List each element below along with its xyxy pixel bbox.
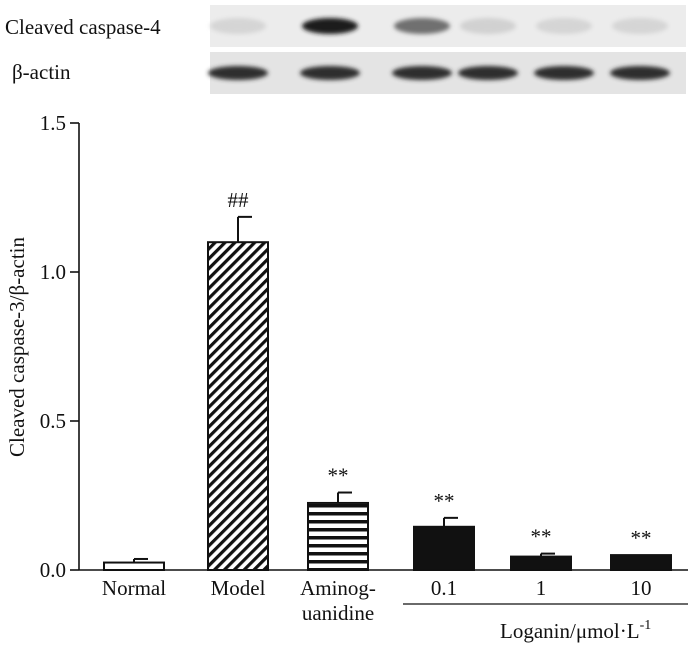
significance-mark: ** <box>328 464 349 488</box>
category-labels: Normal Model Aminog-uanidine 0.1 1 10 <box>102 576 652 625</box>
bar-model <box>207 241 269 571</box>
blot-band <box>208 66 268 80</box>
blot-band <box>302 18 358 34</box>
blot-band <box>536 18 592 34</box>
category-label: 10 <box>631 576 652 600</box>
blot-band <box>392 66 452 80</box>
category-label-line: 0.1 <box>431 576 457 600</box>
bars: ## ** ** ** ** <box>79 188 688 572</box>
blot-bands <box>208 18 670 80</box>
y-tick-label: 0.0 <box>40 558 66 582</box>
category-label-line: Model <box>211 576 266 600</box>
blot-row-label-actin: β-actin <box>12 60 71 84</box>
category-label-line: uanidine <box>302 601 374 625</box>
bar-0-1 <box>413 525 475 571</box>
category-label: Aminog-uanidine <box>300 576 376 625</box>
category-label-line: Aminog- <box>300 576 376 600</box>
bar-aminog-uanidine <box>307 501 369 572</box>
y-axis-ticks: 0.0 0.5 1.0 1.5 <box>40 111 79 582</box>
bar-10 <box>610 554 672 571</box>
blot-band <box>534 66 594 80</box>
group-label-text: Loganin/μmol·L <box>500 619 640 643</box>
category-label: 1 <box>536 576 547 600</box>
blot-band <box>458 66 518 80</box>
y-tick-label: 1.0 <box>40 260 66 284</box>
western-blot: Cleaved caspase-4 β-actin <box>5 5 686 94</box>
blot-band <box>460 18 516 34</box>
significance-mark: ** <box>531 525 552 549</box>
blot-band <box>612 18 668 34</box>
significance-mark: ** <box>631 526 652 550</box>
category-label-line: 1 <box>536 576 547 600</box>
y-tick-label: 1.5 <box>40 111 66 135</box>
y-tick-label: 0.5 <box>40 409 66 433</box>
group-label-superscript: -1 <box>640 618 652 633</box>
group-label: Loganin/μmol·L-1 <box>500 618 651 643</box>
bar-normal <box>103 561 165 571</box>
blot-band <box>610 66 670 80</box>
significance-mark: ** <box>434 489 455 513</box>
blot-row-label-caspase4: Cleaved caspase-4 <box>5 15 161 39</box>
y-axis-label: Cleaved caspase-3/β-actin <box>5 237 29 457</box>
category-label: Model <box>211 576 266 600</box>
bar-chart: 0.0 0.5 1.0 1.5 Cleaved caspase-3/β-actin #… <box>5 111 688 643</box>
blot-band <box>300 66 360 80</box>
category-label-line: 10 <box>631 576 652 600</box>
category-label: 0.1 <box>431 576 457 600</box>
category-label: Normal <box>102 576 166 600</box>
blot-band <box>210 18 266 34</box>
significance-mark: ## <box>228 188 250 212</box>
blot-band <box>394 18 450 34</box>
category-label-line: Normal <box>102 576 166 600</box>
bar-1 <box>510 555 572 572</box>
